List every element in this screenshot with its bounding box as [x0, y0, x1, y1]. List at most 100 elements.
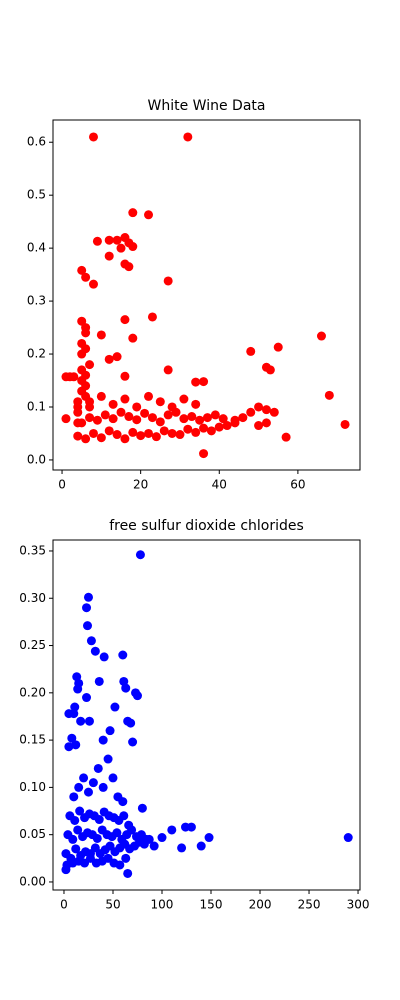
point — [88, 132, 98, 142]
point — [61, 372, 71, 382]
y-tick-label: 0.4 — [27, 241, 46, 255]
point — [151, 432, 161, 442]
point — [202, 413, 212, 423]
point — [112, 352, 122, 362]
point — [83, 787, 93, 797]
point — [163, 410, 173, 420]
point — [181, 822, 191, 832]
point — [88, 778, 98, 788]
point — [199, 377, 209, 387]
y-tick-label: 0.00 — [19, 874, 46, 888]
point — [67, 733, 77, 743]
point — [230, 415, 240, 425]
point — [108, 399, 118, 409]
point — [191, 377, 201, 387]
point — [340, 419, 350, 429]
point — [163, 365, 173, 375]
point — [73, 825, 83, 835]
point — [77, 349, 87, 359]
point — [183, 424, 193, 434]
point — [100, 410, 110, 420]
y-tick-label: 0.1 — [27, 399, 46, 413]
point — [121, 853, 131, 863]
point — [98, 782, 108, 792]
point — [177, 843, 187, 853]
point — [71, 740, 81, 750]
point — [73, 431, 83, 441]
point — [119, 811, 129, 821]
point — [222, 421, 232, 431]
point — [99, 652, 109, 662]
point — [74, 782, 84, 792]
y-tick-label: 0.5 — [27, 188, 46, 202]
point — [187, 412, 197, 422]
point — [159, 426, 169, 436]
point — [343, 833, 353, 843]
point — [104, 235, 114, 245]
x-tick-label: 50 — [105, 898, 120, 912]
point — [68, 834, 78, 844]
point — [85, 413, 95, 423]
point — [191, 427, 201, 437]
point — [147, 413, 157, 423]
point — [88, 279, 98, 289]
point — [81, 328, 91, 338]
point — [204, 833, 214, 843]
point — [85, 360, 95, 370]
point — [93, 763, 103, 773]
point — [167, 825, 177, 835]
point — [135, 550, 145, 560]
point — [206, 426, 216, 436]
x-tick-label: 20 — [133, 478, 148, 492]
point — [70, 702, 80, 712]
point — [128, 737, 138, 747]
y-tick-label: 0.10 — [19, 780, 46, 794]
point — [144, 428, 154, 438]
y-tick-label: 0.35 — [19, 543, 46, 557]
point — [112, 235, 122, 245]
point — [126, 718, 136, 728]
point — [175, 430, 185, 440]
point — [71, 844, 81, 854]
point — [115, 860, 125, 870]
point — [144, 391, 154, 401]
point — [269, 407, 279, 417]
y-tick-label: 0.0 — [27, 452, 46, 466]
point — [116, 407, 126, 417]
point — [140, 408, 150, 418]
point — [84, 716, 94, 726]
point — [105, 726, 115, 736]
point — [157, 833, 167, 843]
point — [120, 315, 130, 325]
point — [238, 413, 248, 423]
point — [83, 592, 93, 602]
point — [81, 272, 91, 282]
x-tick-label: 60 — [290, 478, 305, 492]
x-tick-label: 200 — [249, 898, 272, 912]
point — [128, 242, 138, 252]
point — [254, 402, 264, 412]
point — [69, 372, 79, 382]
point — [79, 773, 89, 783]
point — [112, 828, 122, 838]
point — [96, 391, 106, 401]
point — [104, 251, 114, 261]
point — [128, 427, 138, 437]
point — [183, 132, 193, 142]
point — [73, 684, 83, 694]
point — [132, 402, 142, 412]
point — [94, 676, 104, 686]
point — [94, 815, 104, 825]
x-tick-label: 40 — [212, 478, 227, 492]
point — [124, 820, 134, 830]
point — [179, 394, 189, 404]
point — [75, 806, 85, 816]
y-tick-label: 0.15 — [19, 733, 46, 747]
y-tick-label: 0.20 — [19, 685, 46, 699]
point — [214, 422, 224, 432]
axes-frame — [52, 539, 361, 891]
point — [110, 702, 120, 712]
point — [85, 397, 95, 407]
point — [128, 333, 138, 343]
